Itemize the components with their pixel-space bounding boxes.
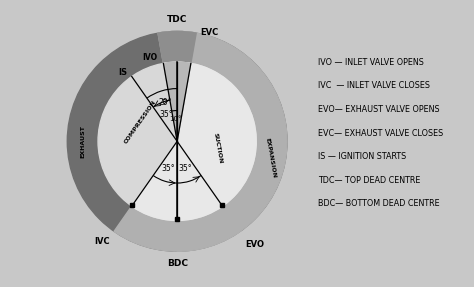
Text: 35°: 35° xyxy=(179,164,192,173)
Circle shape xyxy=(67,32,287,251)
Text: EXPANSION: EXPANSION xyxy=(264,137,276,178)
Text: IVO: IVO xyxy=(142,53,157,62)
Text: IVC: IVC xyxy=(94,237,109,246)
Wedge shape xyxy=(158,32,196,63)
Text: IVO — INLET VALVE OPENS: IVO — INLET VALVE OPENS xyxy=(318,58,424,67)
Wedge shape xyxy=(177,206,240,251)
Text: 20°: 20° xyxy=(158,98,172,107)
Text: 35°: 35° xyxy=(162,164,175,173)
Text: BDC— BOTTOM DEAD CENTRE: BDC— BOTTOM DEAD CENTRE xyxy=(318,199,439,208)
Text: TDC: TDC xyxy=(167,15,187,24)
Text: 35°: 35° xyxy=(159,110,173,119)
Wedge shape xyxy=(164,62,191,141)
Text: BDC: BDC xyxy=(167,259,188,268)
Text: IS: IS xyxy=(118,68,127,77)
Text: 10°: 10° xyxy=(169,117,182,123)
Text: EVO— EXHAUST VALVE OPENS: EVO— EXHAUST VALVE OPENS xyxy=(318,105,439,114)
Text: EVC— EXHAUST VALVE CLOSES: EVC— EXHAUST VALVE CLOSES xyxy=(318,129,443,137)
Text: EXHAUST: EXHAUST xyxy=(80,125,85,158)
Text: IVC  — INLET VALVE CLOSES: IVC — INLET VALVE CLOSES xyxy=(318,81,430,90)
Wedge shape xyxy=(132,62,256,220)
Text: EVC: EVC xyxy=(200,28,219,37)
Text: TDC— TOP DEAD CENTRE: TDC— TOP DEAD CENTRE xyxy=(318,176,420,185)
Wedge shape xyxy=(114,32,287,251)
Text: COMPRESSION: COMPRESSION xyxy=(124,99,158,145)
Text: EVO: EVO xyxy=(245,241,264,249)
Text: SUCTION: SUCTION xyxy=(212,133,223,164)
Text: IS — IGNITION STARTS: IS — IGNITION STARTS xyxy=(318,152,406,161)
Circle shape xyxy=(98,62,256,220)
